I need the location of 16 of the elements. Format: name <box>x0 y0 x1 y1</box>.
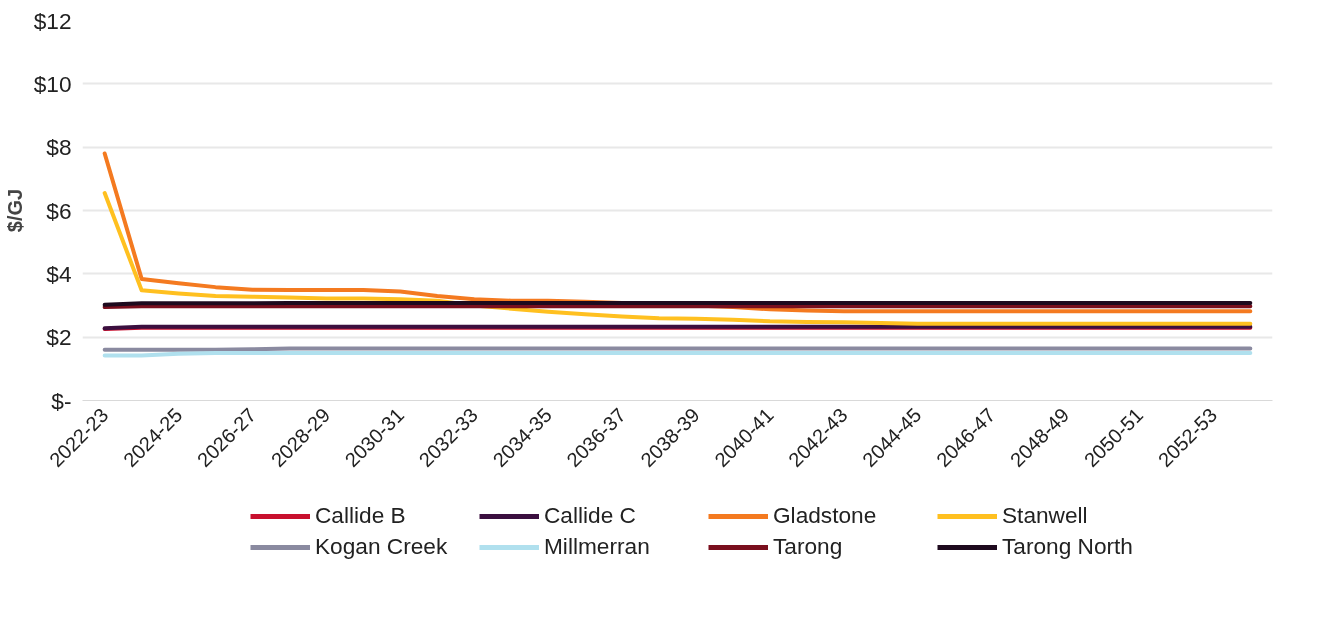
y-axis-title: $/GJ <box>3 188 26 233</box>
legend-label: Tarong North <box>1002 533 1134 560</box>
y-tick-label: $8 <box>46 134 72 161</box>
legend-label: Millmerran <box>544 533 651 560</box>
y-tick-label: $10 <box>33 70 72 97</box>
legend-label: Tarong <box>773 533 844 560</box>
y-tick-label: $6 <box>46 197 72 224</box>
legend-label: Callide B <box>315 502 407 529</box>
y-tick-label: $2 <box>46 324 72 351</box>
legend-label: Callide C <box>544 502 637 529</box>
y-tick-label: $- <box>51 387 72 414</box>
legend-label: Kogan Creek <box>315 533 449 560</box>
legend-label: Stanwell <box>1002 502 1089 529</box>
y-tick-label: $4 <box>46 260 72 287</box>
legend-label: Gladstone <box>773 502 878 529</box>
y-tick-label: $12 <box>33 7 72 34</box>
